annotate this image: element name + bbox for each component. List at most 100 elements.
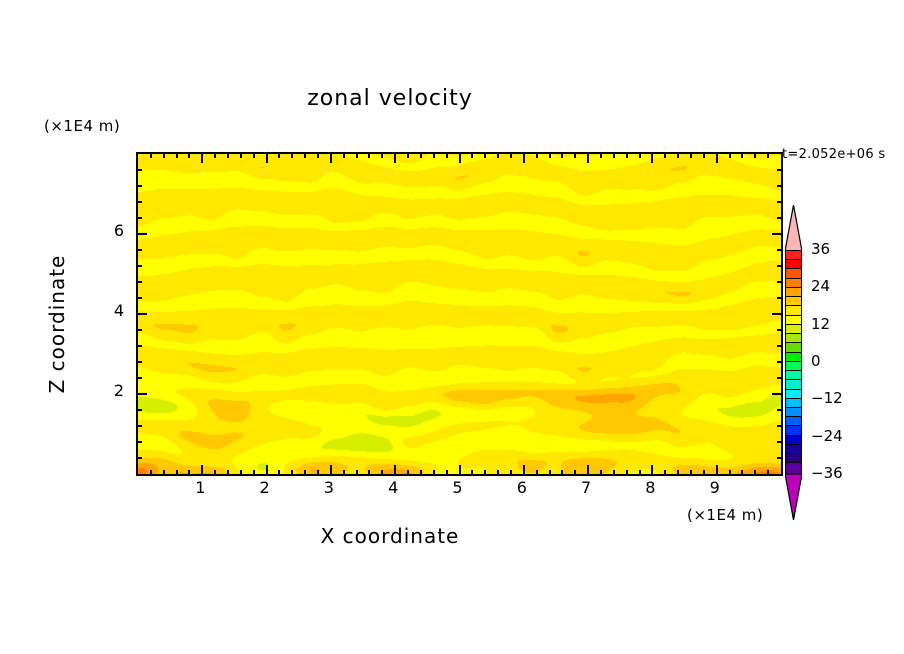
contour-plot-area <box>136 152 783 476</box>
y-major-tick-right <box>772 233 781 235</box>
x-minor-tick-top <box>432 154 435 158</box>
x-major-tick <box>522 465 525 474</box>
y-minor-tick-right <box>777 201 781 203</box>
y-minor-tick-right <box>777 185 781 187</box>
x-major-tick-top <box>458 154 461 163</box>
colorbar-band <box>786 371 801 381</box>
colorbar-band <box>786 389 801 399</box>
colorbar-tick-label: −36 <box>811 464 843 482</box>
y-major-tick-right <box>772 313 781 315</box>
x-minor-tick-top <box>638 154 641 158</box>
colorbar-band <box>786 380 801 390</box>
y-minor-tick <box>138 361 142 363</box>
x-minor-tick <box>561 470 564 474</box>
x-minor-tick-top <box>677 154 680 158</box>
x-minor-tick-top <box>471 154 474 158</box>
y-minor-tick <box>138 409 142 411</box>
x-minor-tick <box>278 470 281 474</box>
x-minor-tick <box>728 470 731 474</box>
x-minor-tick <box>291 470 294 474</box>
x-minor-tick-top <box>175 154 178 158</box>
x-minor-tick-top <box>317 154 320 158</box>
x-minor-tick-top <box>407 154 410 158</box>
colorbar-band <box>786 398 801 408</box>
y-minor-tick-right <box>777 217 781 219</box>
colorbar-tick-label: −24 <box>811 426 843 445</box>
x-minor-tick-top <box>767 154 770 158</box>
x-minor-tick <box>689 470 692 474</box>
x-minor-tick-top <box>291 154 294 158</box>
x-major-tick <box>265 465 268 474</box>
x-minor-tick <box>664 470 667 474</box>
y-minor-tick-right <box>777 377 781 379</box>
x-minor-tick-top <box>612 154 615 158</box>
x-major-tick-top <box>587 154 590 163</box>
x-minor-tick-top <box>741 154 744 158</box>
colorbar-band <box>786 407 801 418</box>
x-minor-tick-top <box>664 154 667 158</box>
x-minor-tick <box>677 470 680 474</box>
colorbar-band <box>786 315 801 325</box>
x-minor-tick <box>754 470 757 474</box>
time-stamp-label: t=2.052e+06 s <box>782 147 886 162</box>
x-major-tick <box>651 465 654 474</box>
y-minor-tick <box>138 169 142 171</box>
colorbar-band <box>786 324 801 335</box>
x-major-tick <box>394 465 397 474</box>
page-title: zonal velocity <box>307 86 473 111</box>
x-minor-tick <box>342 470 345 474</box>
x-minor-tick <box>612 470 615 474</box>
x-minor-tick-top <box>625 154 628 158</box>
colorbar-band <box>786 435 801 445</box>
x-minor-tick <box>368 470 371 474</box>
y-minor-tick-right <box>777 297 781 299</box>
x-minor-tick <box>419 470 422 474</box>
y-minor-tick-right <box>777 281 781 283</box>
colorbar-tick-label: 24 <box>811 277 831 296</box>
x-minor-tick-top <box>149 154 152 158</box>
x-minor-tick-top <box>239 154 242 158</box>
x-minor-tick <box>484 470 487 474</box>
colorbar-extend-max-arrow <box>785 205 802 251</box>
x-minor-tick <box>599 470 602 474</box>
y-minor-tick-right <box>777 265 781 267</box>
y-minor-tick <box>138 457 142 459</box>
x-minor-tick <box>407 470 410 474</box>
x-minor-tick <box>767 470 770 474</box>
x-minor-tick <box>574 470 577 474</box>
x-minor-tick-top <box>188 154 191 158</box>
x-minor-tick <box>471 470 474 474</box>
y-minor-tick-right <box>777 409 781 411</box>
y-major-tick-right <box>772 393 781 395</box>
colorbar <box>785 205 802 520</box>
x-tick-label: 5 <box>452 478 463 497</box>
x-tick-label: 7 <box>581 478 592 497</box>
y-axis-unit-label: (×1E4 m) <box>44 117 121 135</box>
x-minor-tick <box>175 470 178 474</box>
y-minor-tick-right <box>777 457 781 459</box>
colorbar-band <box>786 297 801 307</box>
x-minor-tick <box>625 470 628 474</box>
y-minor-tick <box>138 217 142 219</box>
x-major-tick-top <box>265 154 268 163</box>
x-minor-tick <box>252 470 255 474</box>
x-minor-tick <box>702 470 705 474</box>
y-minor-tick <box>138 249 142 251</box>
x-minor-tick-top <box>689 154 692 158</box>
x-major-tick <box>587 465 590 474</box>
colorbar-band <box>786 417 801 427</box>
y-major-tick <box>138 313 147 315</box>
x-tick-label: 8 <box>645 478 656 497</box>
x-tick-label: 4 <box>388 478 399 497</box>
x-major-tick-top <box>329 154 332 163</box>
x-minor-tick-top <box>574 154 577 158</box>
x-tick-label: 3 <box>323 478 334 497</box>
x-minor-tick <box>239 470 242 474</box>
x-minor-tick <box>355 470 358 474</box>
y-minor-tick <box>138 329 142 331</box>
x-minor-tick <box>162 470 165 474</box>
x-minor-tick <box>149 470 152 474</box>
y-minor-tick-right <box>777 345 781 347</box>
x-minor-tick-top <box>561 154 564 158</box>
colorbar-band <box>786 334 801 344</box>
